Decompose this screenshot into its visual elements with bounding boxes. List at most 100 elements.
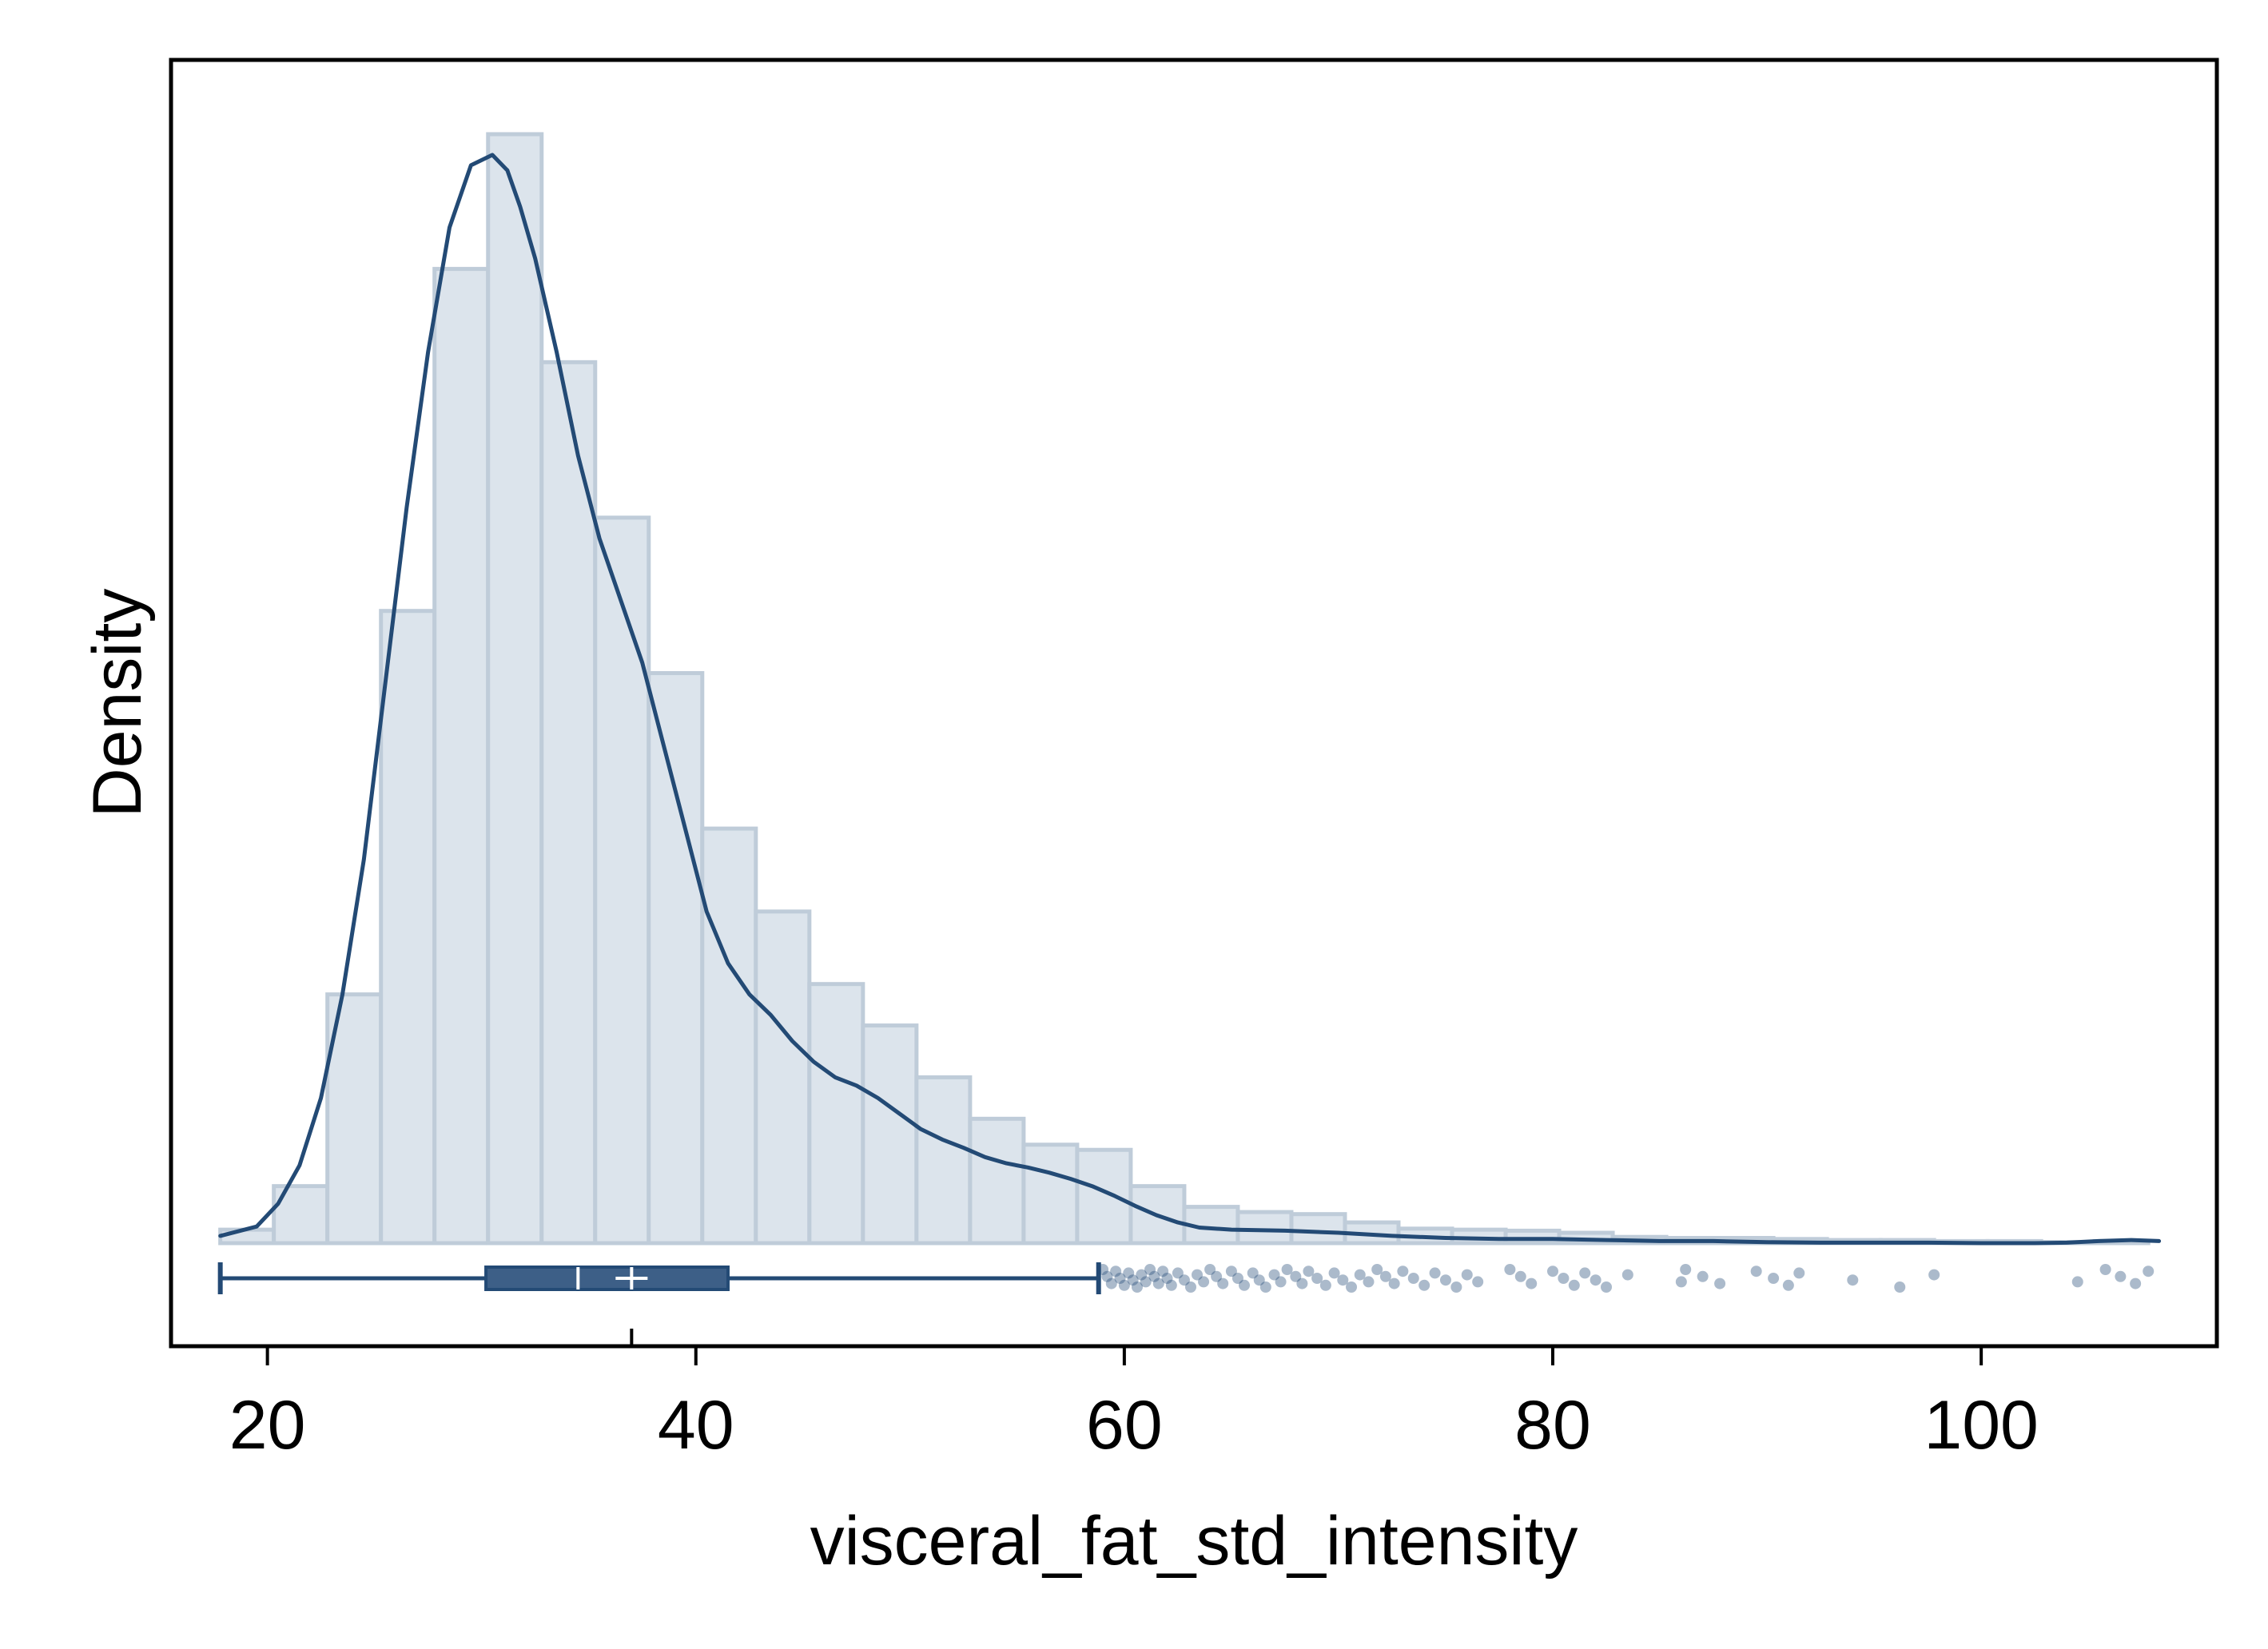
outlier-point xyxy=(1697,1270,1709,1282)
x-tick-label: 20 xyxy=(229,1387,306,1464)
outlier-point xyxy=(1281,1264,1293,1275)
outlier-point xyxy=(1337,1274,1349,1286)
outlier-point xyxy=(1407,1273,1419,1284)
outlier-point xyxy=(1192,1269,1204,1281)
outlier-point xyxy=(1172,1267,1184,1279)
outlier-point xyxy=(1750,1266,1762,1277)
histogram-bar xyxy=(432,267,491,1246)
boxplot xyxy=(217,1262,1101,1294)
outlier-point xyxy=(1928,1269,1940,1281)
outlier-point xyxy=(1461,1269,1473,1281)
outlier-point xyxy=(1675,1276,1687,1288)
x-axis-title: visceral_fat_std_intensity xyxy=(810,1503,1578,1579)
outlier-point xyxy=(1247,1267,1259,1279)
density-curve-layer xyxy=(218,153,2162,1246)
outlier-point xyxy=(1268,1269,1280,1281)
histogram-bars xyxy=(218,132,2151,1246)
outlier-point xyxy=(1217,1277,1229,1289)
outlier-point xyxy=(1371,1264,1383,1275)
outlier-point xyxy=(1768,1273,1780,1284)
histogram-bar xyxy=(1235,1210,1294,1246)
outlier-point xyxy=(2143,1266,2155,1277)
outlier-point xyxy=(1131,1281,1143,1293)
outlier-point xyxy=(1123,1267,1135,1279)
outlier-point xyxy=(1418,1279,1430,1291)
outlier-point xyxy=(1114,1273,1126,1284)
outlier-point xyxy=(1429,1267,1441,1279)
outlier-point xyxy=(1296,1277,1308,1289)
outlier-points xyxy=(1097,1264,2155,1293)
outlier-point xyxy=(1363,1276,1375,1288)
plot-frame xyxy=(169,58,2219,1349)
outlier-point xyxy=(1259,1281,1271,1293)
outlier-point xyxy=(1847,1274,1859,1286)
histogram-bar xyxy=(1075,1147,1133,1246)
x-tick-label: 40 xyxy=(658,1387,734,1464)
outlier-point xyxy=(1303,1266,1315,1277)
outlier-point xyxy=(1148,1270,1160,1282)
histogram-bar xyxy=(700,826,758,1246)
outlier-point xyxy=(1397,1266,1409,1277)
histogram-bar xyxy=(1503,1228,1562,1246)
outlier-point xyxy=(1311,1273,1323,1284)
outlier-point xyxy=(1782,1279,1794,1291)
outlier-point xyxy=(1238,1279,1250,1291)
outlier-point xyxy=(1105,1277,1117,1289)
outlier-point xyxy=(1568,1279,1580,1291)
outlier-point xyxy=(1157,1266,1169,1277)
outlier-point xyxy=(1140,1276,1152,1288)
outlier-point xyxy=(1118,1279,1130,1291)
outlier-point xyxy=(1144,1264,1156,1275)
outlier-point xyxy=(1097,1264,1109,1275)
histogram-bar xyxy=(218,1227,277,1246)
histogram-bar xyxy=(379,609,437,1246)
outlier-point xyxy=(1328,1267,1340,1279)
outlier-point xyxy=(1253,1274,1265,1286)
outlier-point xyxy=(1379,1270,1391,1282)
outlier-point xyxy=(1110,1266,1122,1277)
y-axis-title: Density xyxy=(79,589,156,818)
density-curve xyxy=(218,153,2162,1246)
outlier-point xyxy=(1472,1276,1484,1288)
outlier-point xyxy=(1601,1281,1613,1293)
outlier-point xyxy=(1547,1266,1559,1277)
outlier-point xyxy=(1101,1270,1113,1282)
outlier-point xyxy=(1579,1267,1591,1279)
outlier-point xyxy=(1388,1277,1400,1289)
outlier-point xyxy=(2115,1270,2127,1282)
outlier-point xyxy=(1290,1270,1302,1282)
outlier-point xyxy=(1558,1273,1570,1284)
outlier-point xyxy=(1136,1269,1148,1281)
histogram-bar xyxy=(968,1116,1026,1246)
x-axis-ticks: 20 40 60 80 100 xyxy=(229,1329,2039,1464)
outlier-point xyxy=(1204,1264,1216,1275)
histogram-bar xyxy=(593,515,651,1246)
histogram-bar xyxy=(539,360,598,1246)
outlier-point xyxy=(1526,1277,1538,1289)
outlier-point xyxy=(1346,1281,1358,1293)
histogram-bar xyxy=(647,671,705,1246)
outlier-point xyxy=(2099,1264,2111,1275)
outlier-point xyxy=(1621,1269,1633,1281)
outlier-point xyxy=(1894,1281,1906,1293)
histogram-bar xyxy=(861,1023,919,1246)
outlier-point xyxy=(1319,1279,1331,1291)
x-tick-label: 100 xyxy=(1924,1387,2039,1464)
outlier-point xyxy=(1504,1264,1516,1275)
histogram-bar xyxy=(1021,1142,1080,1246)
outlier-point xyxy=(1127,1274,1139,1286)
outlier-point xyxy=(1354,1269,1366,1281)
outlier-point xyxy=(1225,1266,1237,1277)
outlier-point xyxy=(1590,1274,1602,1286)
x-tick-label: 80 xyxy=(1514,1387,1591,1464)
histogram-bar xyxy=(486,132,544,1246)
outlier-point xyxy=(1152,1277,1164,1289)
outlier-point xyxy=(1450,1281,1462,1293)
histogram-bar xyxy=(807,982,865,1246)
histogram-bar xyxy=(914,1075,973,1246)
outlier-point xyxy=(1714,1277,1726,1289)
x-tick-label: 60 xyxy=(1086,1387,1163,1464)
outlier-point xyxy=(1439,1274,1451,1286)
